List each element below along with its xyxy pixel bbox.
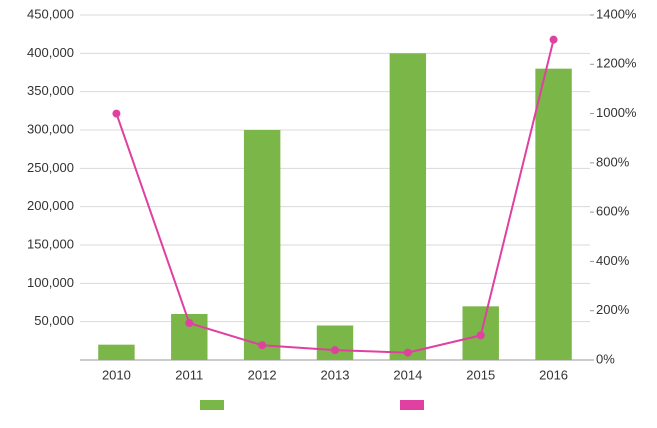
- bar: [389, 53, 427, 360]
- y2-tick-label: 1400%: [596, 6, 637, 21]
- line-point: [185, 319, 194, 328]
- legend-swatch: [400, 400, 424, 410]
- x-tick-label: 2016: [539, 367, 568, 382]
- x-tick-label: 2015: [466, 367, 495, 382]
- y-tick-label: 100,000: [27, 275, 74, 290]
- y2-tick-label: 1000%: [596, 105, 637, 120]
- y-tick-label: 300,000: [27, 121, 74, 136]
- x-tick-label: 2012: [248, 367, 277, 382]
- line: [115, 39, 555, 354]
- y-tick-label: 150,000: [27, 236, 74, 251]
- y-tick-label: 200,000: [27, 198, 74, 213]
- bar: [243, 130, 281, 360]
- bar: [535, 68, 572, 361]
- y2-tick-label: 400%: [596, 253, 630, 268]
- line-point: [112, 109, 121, 118]
- y-tick-label: 250,000: [27, 160, 74, 175]
- line-point: [549, 35, 558, 44]
- bar: [98, 344, 135, 360]
- y2-tick-label: 1200%: [596, 56, 637, 71]
- y2-tick-label: 0%: [596, 351, 615, 366]
- x-tick-label: 2013: [321, 367, 350, 382]
- x-tick-label: 2010: [102, 367, 131, 382]
- y-tick-label: 350,000: [27, 83, 74, 98]
- y2-tick-label: 600%: [596, 204, 630, 219]
- line-point: [258, 341, 267, 350]
- y-tick-label: 50,000: [34, 313, 74, 328]
- y2-tick-label: 200%: [596, 302, 630, 317]
- line-point: [403, 348, 412, 357]
- bar: [316, 325, 354, 360]
- x-tick-label: 2011: [175, 367, 203, 382]
- x-tick-label: 2014: [393, 367, 422, 382]
- y-tick-label: 400,000: [27, 45, 74, 60]
- line-point: [331, 346, 339, 355]
- line-point: [476, 331, 485, 340]
- y-tick-label: 450,000: [27, 6, 74, 21]
- y2-tick-label: 800%: [596, 154, 630, 169]
- legend-swatch: [200, 400, 224, 410]
